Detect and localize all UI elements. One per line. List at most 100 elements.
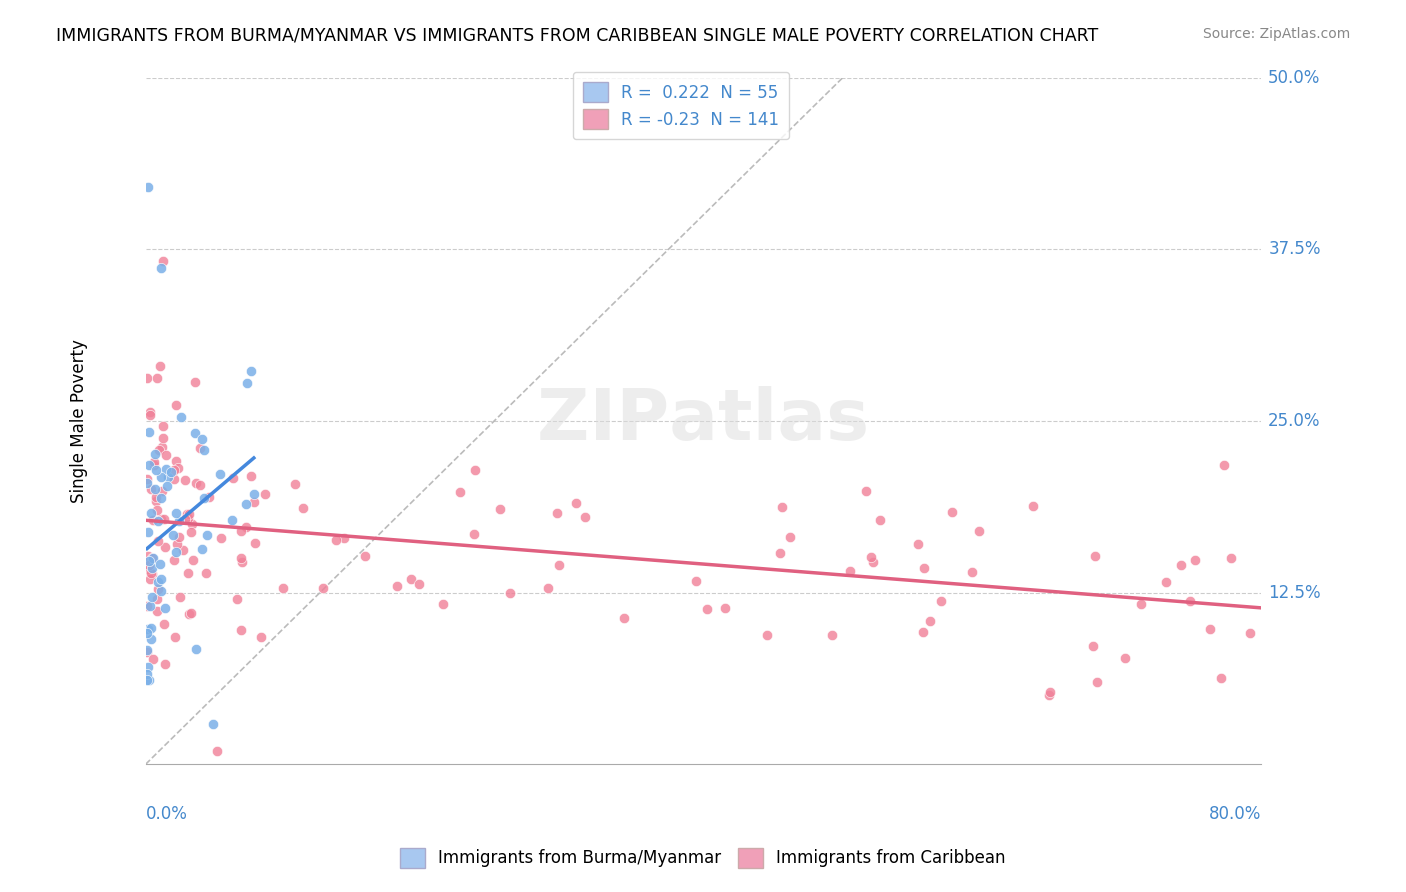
Point xyxy=(184,642,207,657)
Point xyxy=(141,561,163,575)
Point xyxy=(284,476,307,491)
Point xyxy=(136,599,159,614)
Legend: Immigrants from Burma/Myanmar, Immigrants from Caribbean: Immigrants from Burma/Myanmar, Immigrant… xyxy=(394,841,1012,875)
Point xyxy=(136,673,159,687)
Point xyxy=(222,470,245,484)
Point xyxy=(152,616,174,631)
Point xyxy=(139,566,162,580)
Text: 25.0%: 25.0% xyxy=(1268,412,1320,430)
Point xyxy=(139,482,162,496)
Point xyxy=(184,426,207,441)
Point xyxy=(1038,688,1060,702)
Legend: R =  0.222  N = 55, R = -0.23  N = 141: R = 0.222 N = 55, R = -0.23 N = 141 xyxy=(574,72,789,139)
Point xyxy=(163,473,186,487)
Point xyxy=(548,558,571,573)
Point xyxy=(143,446,166,460)
Point xyxy=(143,483,166,497)
Point xyxy=(153,601,176,615)
Point xyxy=(150,491,173,505)
Point xyxy=(432,597,454,611)
Point xyxy=(138,673,160,687)
Point xyxy=(163,463,186,477)
Point xyxy=(141,632,163,647)
Point xyxy=(146,591,169,606)
Point xyxy=(239,363,262,377)
Point xyxy=(150,483,173,498)
Text: 12.5%: 12.5% xyxy=(1268,583,1320,601)
Point xyxy=(713,601,735,615)
Point xyxy=(149,583,172,598)
Text: 0.0%: 0.0% xyxy=(146,805,187,823)
Point xyxy=(1156,575,1178,590)
Point xyxy=(153,540,176,554)
Point xyxy=(136,562,159,576)
Point xyxy=(170,410,193,425)
Point xyxy=(138,554,160,568)
Point xyxy=(160,466,183,480)
Point xyxy=(155,462,177,476)
Point xyxy=(353,549,375,563)
Point xyxy=(165,398,187,412)
Point xyxy=(149,512,172,526)
Point xyxy=(136,549,159,564)
Point xyxy=(150,470,173,484)
Point xyxy=(139,506,162,520)
Point xyxy=(385,579,408,593)
Text: 50.0%: 50.0% xyxy=(1268,69,1320,87)
Point xyxy=(146,582,169,596)
Point xyxy=(136,471,159,485)
Point xyxy=(141,566,163,581)
Point xyxy=(145,490,167,504)
Point xyxy=(165,454,187,468)
Point xyxy=(1170,558,1192,572)
Text: ZIP​atlas: ZIP​atlas xyxy=(537,386,869,456)
Point xyxy=(1178,594,1201,608)
Point xyxy=(401,572,423,586)
Point xyxy=(1130,597,1153,611)
Point xyxy=(205,743,228,757)
Point xyxy=(1084,549,1107,563)
Point xyxy=(1083,639,1105,653)
Point xyxy=(235,520,257,534)
Point xyxy=(565,496,588,510)
Point xyxy=(574,509,596,524)
Point xyxy=(271,581,294,595)
Point xyxy=(962,566,984,580)
Point xyxy=(333,531,356,545)
Point xyxy=(139,409,162,423)
Point xyxy=(181,553,204,567)
Point xyxy=(138,558,160,573)
Point xyxy=(141,550,163,565)
Point xyxy=(165,545,187,559)
Point xyxy=(325,533,347,547)
Point xyxy=(146,534,169,549)
Point xyxy=(145,463,167,477)
Point xyxy=(498,586,520,600)
Point xyxy=(1087,675,1109,690)
Point xyxy=(148,443,170,458)
Point xyxy=(209,531,232,545)
Point xyxy=(153,657,176,672)
Point xyxy=(149,557,172,571)
Text: Single Male Poverty: Single Male Poverty xyxy=(70,339,87,503)
Point xyxy=(195,528,218,542)
Point xyxy=(231,555,253,569)
Point xyxy=(136,645,159,659)
Point xyxy=(176,511,198,525)
Point xyxy=(141,621,163,635)
Point xyxy=(136,626,159,640)
Point xyxy=(152,419,174,434)
Point xyxy=(156,478,179,492)
Point xyxy=(918,614,941,628)
Point xyxy=(146,575,169,590)
Point xyxy=(1213,458,1236,473)
Point xyxy=(1184,553,1206,567)
Point xyxy=(1220,551,1243,566)
Point xyxy=(180,524,202,539)
Point xyxy=(149,359,172,373)
Point xyxy=(142,513,165,527)
Point xyxy=(855,483,877,498)
Point xyxy=(250,631,273,645)
Point xyxy=(169,514,191,528)
Point xyxy=(1209,671,1232,685)
